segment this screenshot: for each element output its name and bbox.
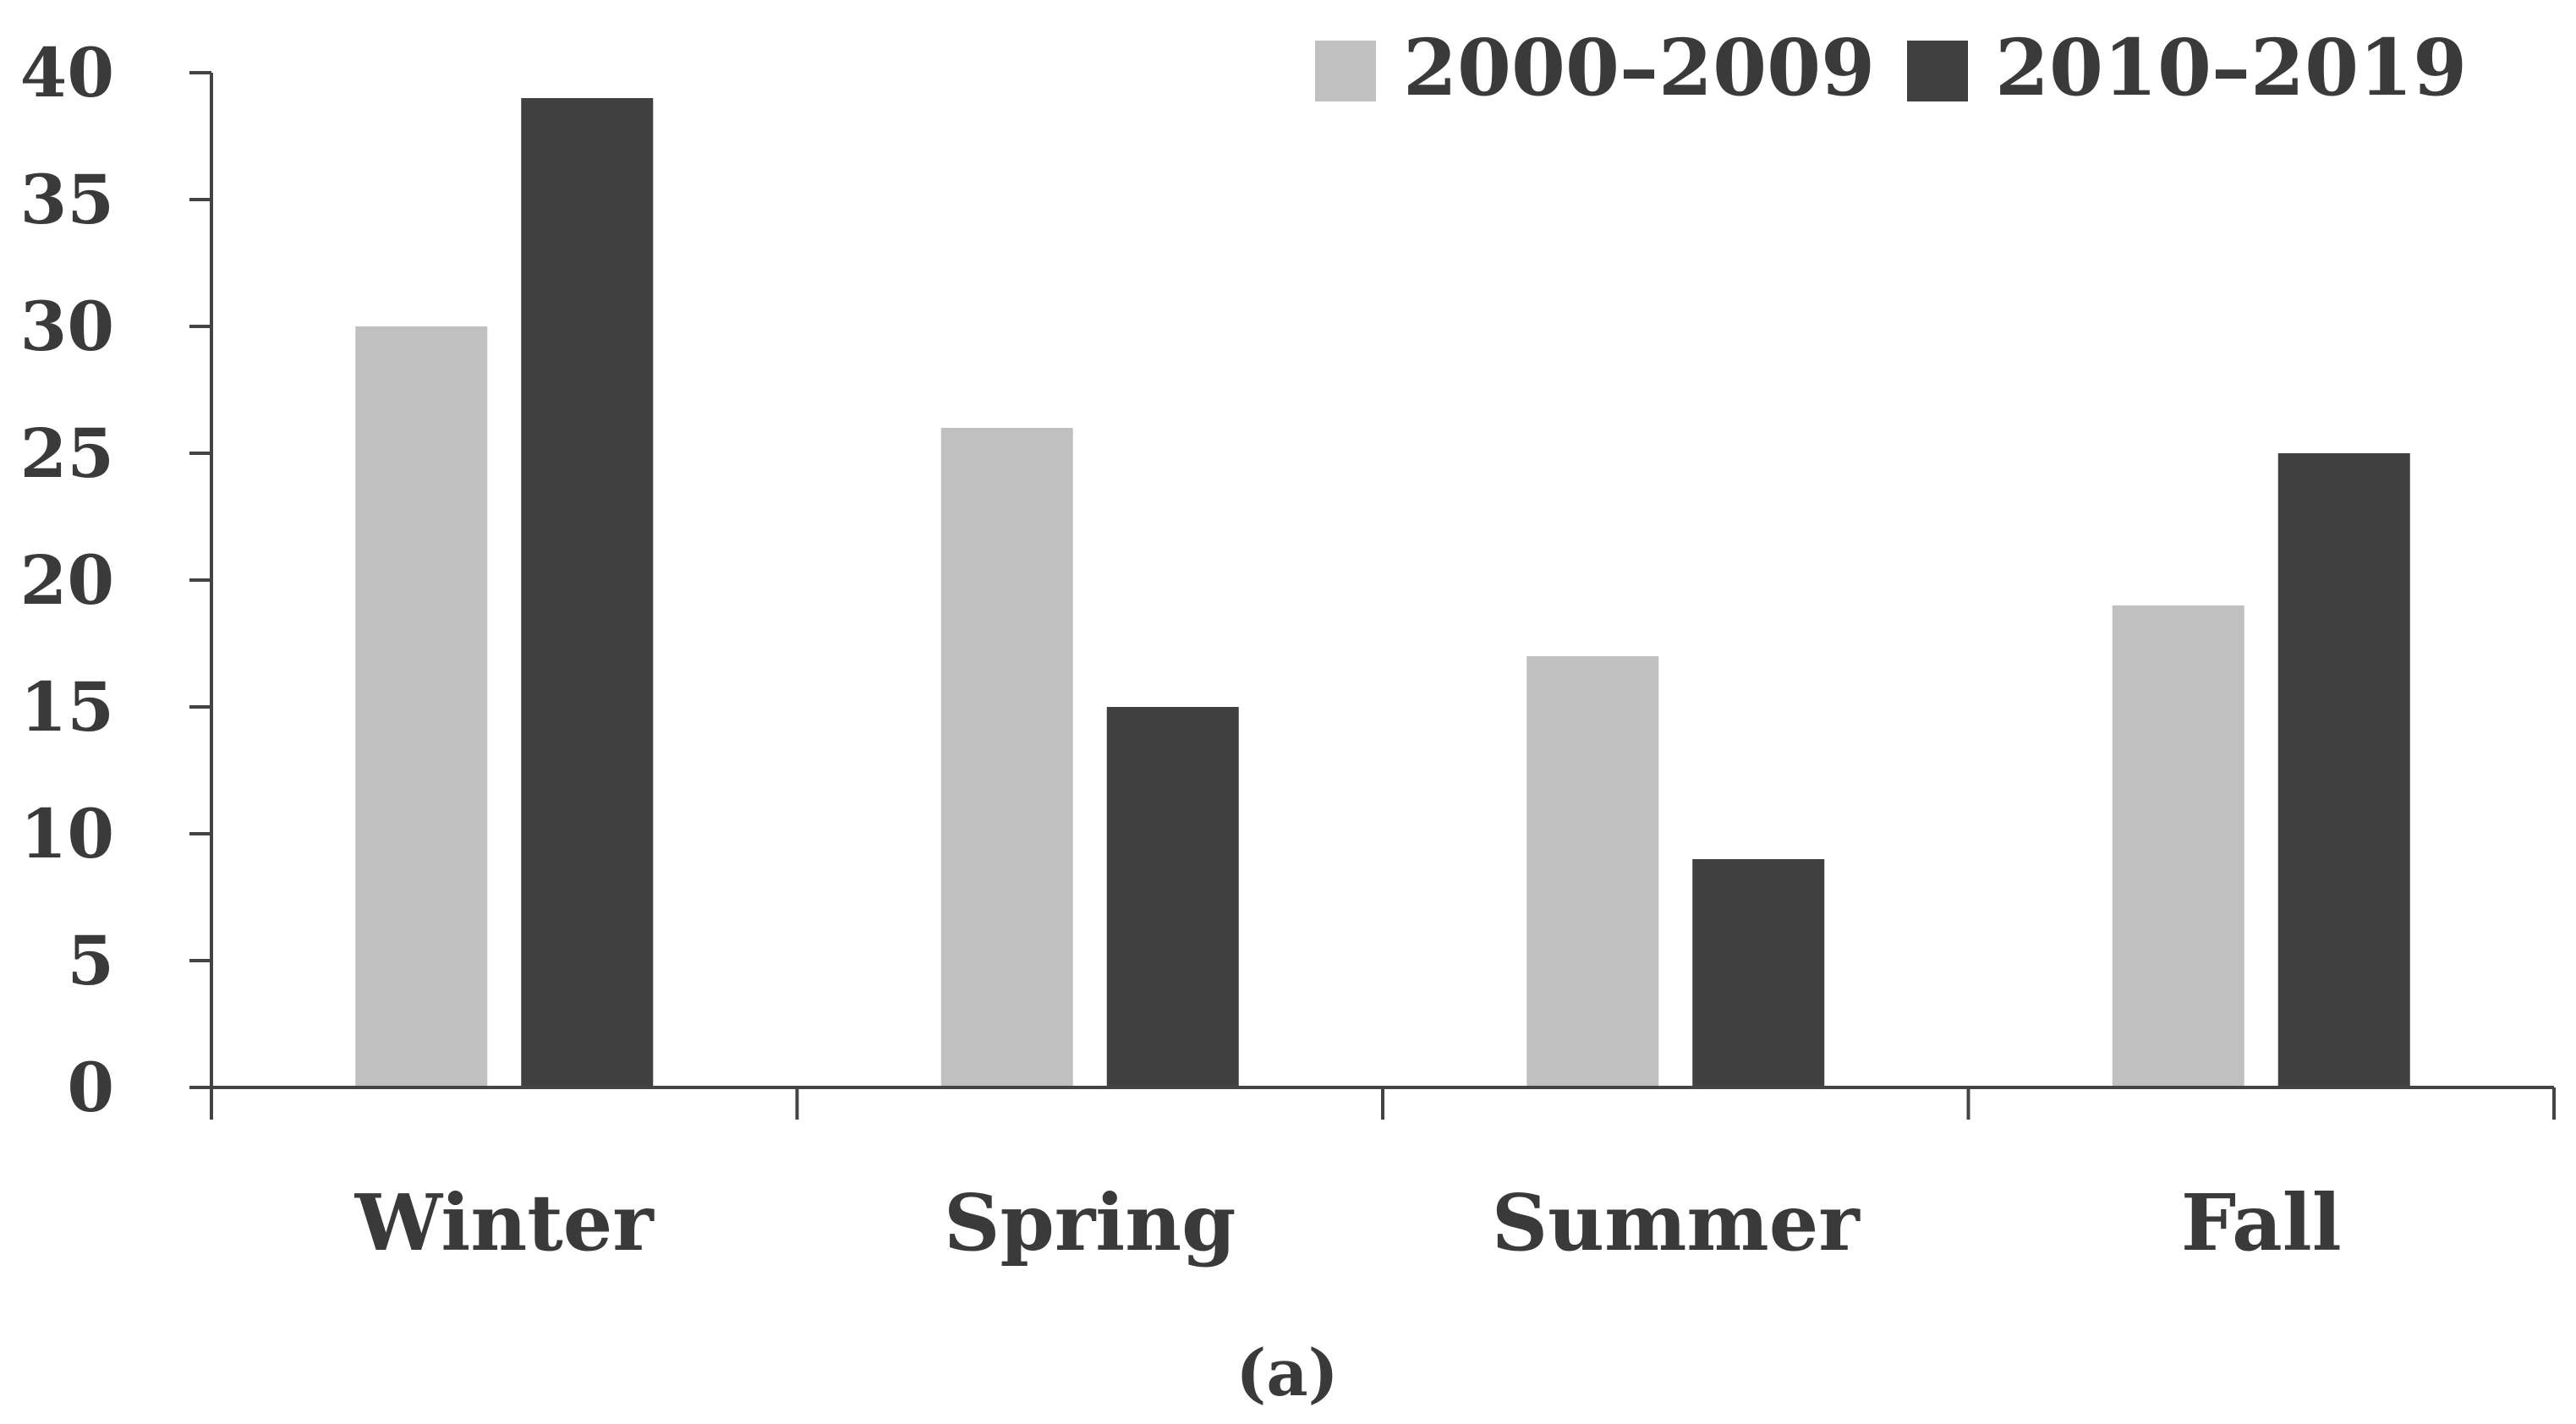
x-category-label: Winter	[354, 1177, 655, 1268]
y-tick-label: 25	[20, 414, 114, 493]
x-category-label: Spring	[944, 1177, 1236, 1268]
bar-fall-series-1	[2112, 605, 2244, 1087]
bar-winter-series-2	[521, 98, 654, 1087]
plot-area	[355, 98, 2410, 1087]
y-tick-label: 40	[20, 33, 114, 112]
y-tick-label: 0	[67, 1048, 114, 1127]
panel-label: (a)	[1236, 1335, 1338, 1410]
x-category-label: Summer	[1492, 1177, 1861, 1268]
bar-fall-series-2	[2277, 453, 2410, 1087]
y-axis-ticks: 0 5 10 15 20 25 30 35 40	[20, 33, 211, 1127]
bar-spring-series-1	[940, 428, 1073, 1087]
y-tick-label: 20	[20, 540, 114, 620]
y-tick-label: 10	[20, 794, 114, 874]
bar-summer-series-2	[1692, 859, 1825, 1087]
legend: 2000–2009 2010–2019	[1315, 22, 2467, 113]
y-tick-label: 5	[67, 921, 114, 1000]
y-tick-label: 30	[20, 287, 114, 366]
bar-summer-series-1	[1526, 656, 1659, 1087]
bar-winter-series-1	[355, 326, 488, 1087]
bar-spring-series-2	[1106, 707, 1239, 1087]
legend-label: 2000–2009	[1403, 22, 1875, 113]
legend-swatch	[1315, 41, 1376, 101]
x-axis-ticks: Winter Spring Summer Fall	[210, 1087, 2556, 1268]
legend-label: 2010–2019	[1995, 22, 2467, 113]
x-category-label: Fall	[2181, 1177, 2342, 1268]
legend-swatch	[1907, 41, 1968, 101]
y-tick-label: 35	[20, 160, 114, 239]
y-tick-label: 15	[20, 667, 114, 747]
